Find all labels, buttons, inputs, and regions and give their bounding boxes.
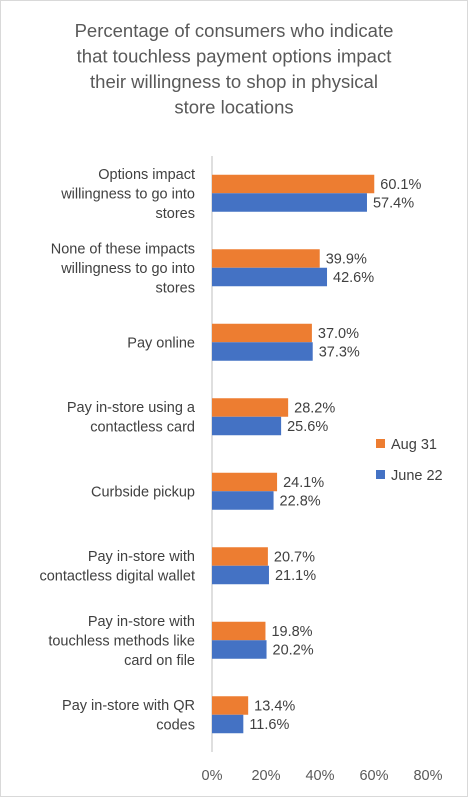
category-label: willingness to go into: [60, 261, 195, 277]
bar-aug-31: [212, 249, 320, 268]
data-label: 21.1%: [275, 568, 316, 584]
x-tick-label: 60%: [359, 768, 388, 784]
data-label: 42.6%: [333, 270, 374, 286]
legend-swatch-june-22: [376, 470, 385, 479]
bar-june-22: [212, 565, 269, 585]
category-label: willingness to go into: [60, 186, 195, 202]
chart-title-line: that touchless payment options impact: [77, 46, 392, 67]
x-tick-label: 20%: [251, 768, 280, 784]
legend-label: June 22: [391, 468, 443, 484]
bar-aug-31: [212, 398, 289, 417]
category-label: Pay in-store with: [88, 549, 195, 565]
data-label: 57.4%: [373, 196, 414, 212]
data-label: 20.2%: [273, 643, 314, 659]
x-tick-label: 0%: [202, 768, 223, 784]
category-label: contactless digital wallet: [39, 569, 195, 585]
category-label: stores: [156, 280, 196, 296]
data-label: 19.8%: [271, 624, 312, 640]
x-tick-label: 40%: [305, 768, 334, 784]
category-label: codes: [156, 718, 195, 734]
data-label: 60.1%: [380, 177, 421, 193]
data-label: 37.3%: [319, 345, 360, 361]
bar-aug-31: [212, 174, 375, 194]
bar-june-22: [212, 193, 367, 212]
category-label: touchless methods like: [48, 633, 195, 649]
bar-june-22: [212, 714, 244, 734]
legend-swatch-aug-31: [376, 439, 385, 448]
category-label: Pay online: [127, 335, 195, 351]
category-label: card on file: [124, 653, 195, 669]
category-label: contactless card: [90, 420, 195, 436]
data-label: 11.6%: [249, 717, 289, 733]
bar-june-22: [212, 640, 267, 659]
chart-title-line: Percentage of consumers who indicate: [75, 20, 394, 41]
legend-label: Aug 31: [391, 437, 437, 453]
data-label: 22.8%: [280, 494, 321, 510]
category-label: Pay in-store with QR: [62, 698, 195, 714]
data-label: 28.2%: [294, 401, 335, 417]
bar-aug-31: [212, 621, 266, 641]
chart-title-line: store locations: [174, 97, 293, 118]
bar-june-22: [212, 416, 282, 436]
data-label: 20.7%: [274, 550, 315, 566]
bar-june-22: [212, 342, 313, 361]
x-tick-label: 80%: [413, 768, 442, 784]
data-label: 39.9%: [326, 252, 367, 268]
bar-june-22: [212, 267, 328, 287]
data-label: 37.0%: [318, 326, 359, 342]
category-label: None of these impacts: [51, 241, 195, 257]
bar-aug-31: [212, 472, 278, 492]
category-label: Pay in-store using a: [67, 400, 196, 416]
chart-title-line: their willingness to shop in physical: [90, 71, 378, 92]
category-label: Options impact: [98, 167, 195, 183]
bar-june-22: [212, 491, 274, 510]
bar-aug-31: [212, 547, 268, 566]
bar-aug-31: [212, 323, 312, 343]
bar-aug-31: [212, 696, 249, 715]
category-label: stores: [156, 206, 196, 222]
category-label: Curbside pickup: [91, 484, 195, 500]
category-label: Pay in-store with: [88, 614, 195, 630]
data-label: 25.6%: [287, 419, 328, 435]
data-label: 24.1%: [283, 475, 324, 491]
data-label: 13.4%: [254, 699, 295, 715]
